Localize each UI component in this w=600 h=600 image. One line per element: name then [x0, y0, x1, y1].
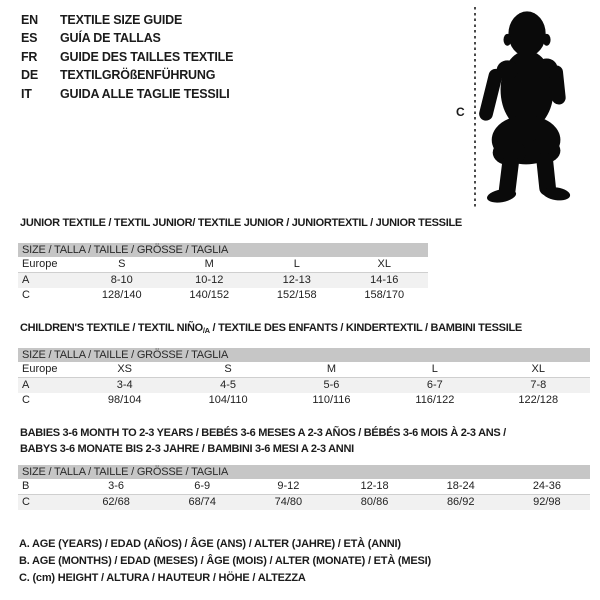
row-label: C [22, 289, 30, 301]
table-row: A 3-4 4-5 5-6 6-7 7-8 [18, 377, 590, 393]
size-cell: 122/128 [518, 394, 559, 406]
baby-silhouette [479, 11, 571, 203]
size-cell: 62/68 [73, 494, 160, 510]
size-cell: 80/86 [331, 494, 418, 510]
size-cell: M [279, 362, 384, 378]
language-code: DE [21, 68, 38, 83]
size-cell: 9-12 [245, 479, 332, 495]
language-row: ES GUÍA DE TALLAS [21, 29, 233, 47]
language-title: GUIDA ALLE TAGLIE TESSILI [60, 86, 230, 101]
size-cell: 14-16 [340, 272, 428, 288]
size-cell: XS [73, 362, 177, 378]
size-cell: M [165, 257, 253, 273]
legend-line-a: A. AGE (YEARS) / EDAD (AÑOS) / ÂGE (ANS)… [19, 538, 401, 550]
size-header-bar: SIZE / TALLA / TAILLE / GRÖSSE / TAGLIA [18, 243, 428, 257]
baby-figure: C [452, 4, 600, 212]
babies-size-table: SIZE / TALLA / TAILLE / GRÖSSE / TAGLIA … [18, 465, 590, 510]
children-title-rest: / TEXTILE DES ENFANTS / KINDERTEXTIL / B… [209, 322, 523, 334]
size-cell: 8-10 [78, 272, 166, 288]
children-size-table: SIZE / TALLA / TAILLE / GRÖSSE / TAGLIA … [18, 348, 590, 408]
height-measure-label: C [456, 105, 465, 119]
size-cell: 128/140 [101, 289, 142, 301]
size-cell: 10-12 [165, 272, 253, 288]
size-header-bar: SIZE / TALLA / TAILLE / GRÖSSE / TAGLIA [18, 465, 590, 479]
size-cell: 12-18 [331, 479, 418, 495]
language-code: FR [21, 49, 38, 64]
row-label: C [22, 394, 30, 406]
size-cell: 110/116 [312, 394, 351, 406]
size-cell: L [383, 362, 487, 378]
row-label: Europe [18, 362, 73, 378]
size-cell: 74/80 [245, 494, 332, 510]
size-cell: XL [340, 257, 428, 273]
size-cell: 98/104 [107, 394, 142, 406]
legend: A. AGE (YEARS) / EDAD (AÑOS) / ÂGE (ANS)… [19, 536, 431, 588]
table-row: C 62/68 68/74 74/80 80/86 86/92 92/98 [18, 494, 590, 510]
row-label: C [18, 494, 73, 510]
size-cell: 116/122 [415, 394, 455, 406]
language-row: EN TEXTILE SIZE GUIDE [21, 11, 233, 29]
row-label: A [18, 377, 73, 393]
table-row: B 3-6 6-9 9-12 12-18 18-24 24-36 [18, 479, 590, 495]
size-cell: 18-24 [417, 479, 504, 495]
table-row: C 98/104 104/110 110/116 116/122 122/128 [18, 393, 590, 408]
size-cell: 158/170 [364, 289, 405, 301]
table-row: Europe S M L XL [18, 257, 428, 273]
size-cell: 86/92 [417, 494, 504, 510]
row-label: B [18, 479, 73, 495]
size-cell: 152/158 [276, 289, 317, 301]
size-cell: 104/110 [208, 394, 248, 406]
size-cell: 3-6 [73, 479, 160, 495]
language-title: GUÍA DE TALLAS [60, 31, 161, 46]
size-cell: 5-6 [279, 377, 384, 393]
language-title: GUIDE DES TAILLES TEXTILE [60, 49, 234, 64]
language-code: IT [21, 86, 32, 101]
size-cell: 6-9 [159, 479, 246, 495]
language-title: TEXTILGRÖßENFÜHRUNG [60, 68, 216, 83]
size-cell: S [176, 362, 280, 378]
size-cell: 68/74 [159, 494, 246, 510]
size-cell: S [78, 257, 166, 273]
babies-title-line1: BABIES 3-6 MONTH TO 2-3 YEARS / BEBÉS 3-… [20, 427, 506, 439]
table-row: C 128/140 140/152 152/158 158/170 [18, 288, 428, 303]
language-list: EN TEXTILE SIZE GUIDE ES GUÍA DE TALLAS … [21, 11, 233, 103]
height-measure-line [474, 7, 476, 208]
size-cell: XL [486, 362, 590, 378]
children-title-main: CHILDREN'S TEXTILE / TEXTIL NIÑO [20, 322, 203, 334]
size-cell: 24-36 [503, 479, 590, 495]
size-header-bar: SIZE / TALLA / TAILLE / GRÖSSE / TAGLIA [18, 348, 590, 362]
language-row: FR GUIDE DES TAILLES TEXTILE [21, 48, 233, 66]
size-cell: 140/152 [189, 289, 230, 301]
row-label: Europe [18, 257, 78, 273]
table-row: Europe XS S M L XL [18, 362, 590, 378]
size-cell: L [253, 257, 341, 273]
language-row: IT GUIDA ALLE TAGLIE TESSILI [21, 85, 233, 103]
size-cell: 3-4 [73, 377, 177, 393]
children-title-subscript: /A [202, 326, 210, 335]
junior-table-title: JUNIOR TEXTILE / TEXTIL JUNIOR/ TEXTILE … [20, 217, 462, 229]
babies-table-title: BABIES 3-6 MONTH TO 2-3 YEARS / BEBÉS 3-… [20, 425, 506, 457]
language-title: TEXTILE SIZE GUIDE [60, 13, 183, 27]
size-cell: 92/98 [503, 494, 590, 510]
size-cell: 7-8 [486, 377, 590, 393]
table-row: A 8-10 10-12 12-13 14-16 [18, 272, 428, 288]
size-cell: 4-5 [176, 377, 280, 393]
size-cell: 12-13 [253, 272, 341, 288]
junior-size-table: SIZE / TALLA / TAILLE / GRÖSSE / TAGLIA … [18, 243, 428, 303]
legend-line-b: B. AGE (MONTHS) / EDAD (MESES) / ÂGE (MO… [19, 555, 431, 568]
legend-line-c: C. (cm) HEIGHT / ALTURA / HAUTEUR / HÖHE… [19, 572, 306, 585]
babies-title-line2: BABYS 3-6 MONATE BIS 2-3 JAHRE / BAMBINI… [20, 443, 354, 455]
language-code: EN [21, 13, 38, 27]
children-table-title: CHILDREN'S TEXTILE / TEXTIL NIÑO/A / TEX… [20, 320, 522, 339]
language-row: DE TEXTILGRÖßENFÜHRUNG [21, 66, 233, 84]
language-code: ES [21, 31, 38, 46]
row-label: A [18, 272, 78, 288]
size-cell: 6-7 [383, 377, 487, 393]
